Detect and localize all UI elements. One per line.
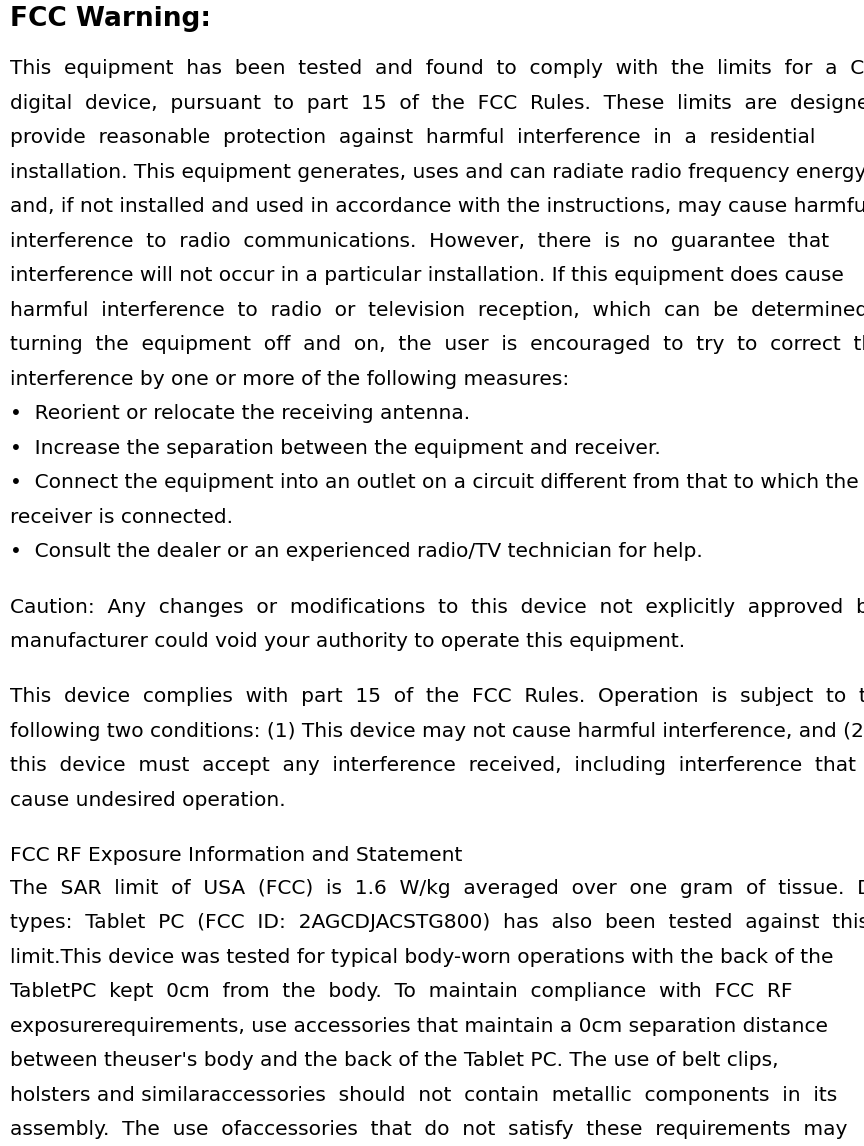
Text: interference  to  radio  communications.  However,  there  is  no  guarantee  th: interference to radio communications. Ho… [10,231,829,251]
Text: interference by one or more of the following measures:: interference by one or more of the follo… [10,370,569,388]
Text: •  Reorient or relocate the receiving antenna.: • Reorient or relocate the receiving ant… [10,405,470,424]
Text: installation. This equipment generates, uses and can radiate radio frequency ene: installation. This equipment generates, … [10,163,864,182]
Text: This  device  complies  with  part  15  of  the  FCC  Rules.  Operation  is  sub: This device complies with part 15 of the… [10,688,864,706]
Text: digital  device,  pursuant  to  part  15  of  the  FCC  Rules.  These  limits  a: digital device, pursuant to part 15 of t… [10,94,864,113]
Text: receiver is connected.: receiver is connected. [10,508,233,527]
Text: and, if not installed and used in accordance with the instructions, may cause ha: and, if not installed and used in accord… [10,197,864,217]
Text: TabletPC  kept  0cm  from  the  body.  To  maintain  compliance  with  FCC  RF: TabletPC kept 0cm from the body. To main… [10,982,792,1002]
Text: Caution:  Any  changes  or  modifications  to  this  device  not  explicitly  ap: Caution: Any changes or modifications to… [10,598,864,617]
Text: exposurerequirements, use accessories that maintain a 0cm separation distance: exposurerequirements, use accessories th… [10,1017,828,1036]
Text: •  Increase the separation between the equipment and receiver.: • Increase the separation between the eq… [10,439,661,458]
Text: harmful  interference  to  radio  or  television  reception,  which  can  be  de: harmful interference to radio or televis… [10,301,864,320]
Text: turning  the  equipment  off  and  on,  the  user  is  encouraged  to  try  to  : turning the equipment off and on, the us… [10,336,864,354]
Text: FCC Warning:: FCC Warning: [10,6,211,32]
Text: limit.This device was tested for typical body-worn operations with the back of t: limit.This device was tested for typical… [10,948,834,967]
Text: The  SAR  limit  of  USA  (FCC)  is  1.6  W/kg  averaged  over  one  gram  of  t: The SAR limit of USA (FCC) is 1.6 W/kg a… [10,879,864,897]
Text: types:  Tablet  PC  (FCC  ID:  2AGCDJACSTG800)  has  also  been  tested  against: types: Tablet PC (FCC ID: 2AGCDJACSTG800… [10,913,864,933]
Text: This  equipment  has  been  tested  and  found  to  comply  with  the  limits  f: This equipment has been tested and found… [10,60,864,78]
Text: •  Consult the dealer or an experienced radio/TV technician for help.: • Consult the dealer or an experienced r… [10,542,702,562]
Text: following two conditions: (1) This device may not cause harmful interference, an: following two conditions: (1) This devic… [10,722,864,740]
Text: holsters and similaraccessories  should  not  contain  metallic  components  in : holsters and similaraccessories should n… [10,1086,837,1105]
Text: manufacturer could void your authority to operate this equipment.: manufacturer could void your authority t… [10,633,685,651]
Text: provide  reasonable  protection  against  harmful  interference  in  a  resident: provide reasonable protection against ha… [10,128,816,148]
Text: cause undesired operation.: cause undesired operation. [10,791,286,810]
Text: interference will not occur in a particular installation. If this equipment does: interference will not occur in a particu… [10,267,844,285]
Text: this  device  must  accept  any  interference  received,  including  interferenc: this device must accept any interference… [10,756,864,776]
Text: FCC RF Exposure Information and Statement: FCC RF Exposure Information and Statemen… [10,846,462,865]
Text: assembly.  The  use  ofaccessories  that  do  not  satisfy  these  requirements : assembly. The use ofaccessories that do … [10,1121,848,1139]
Text: between theuser's body and the back of the Tablet PC. The use of belt clips,: between theuser's body and the back of t… [10,1051,778,1070]
Text: •  Connect the equipment into an outlet on a circuit different from that to whic: • Connect the equipment into an outlet o… [10,473,859,493]
